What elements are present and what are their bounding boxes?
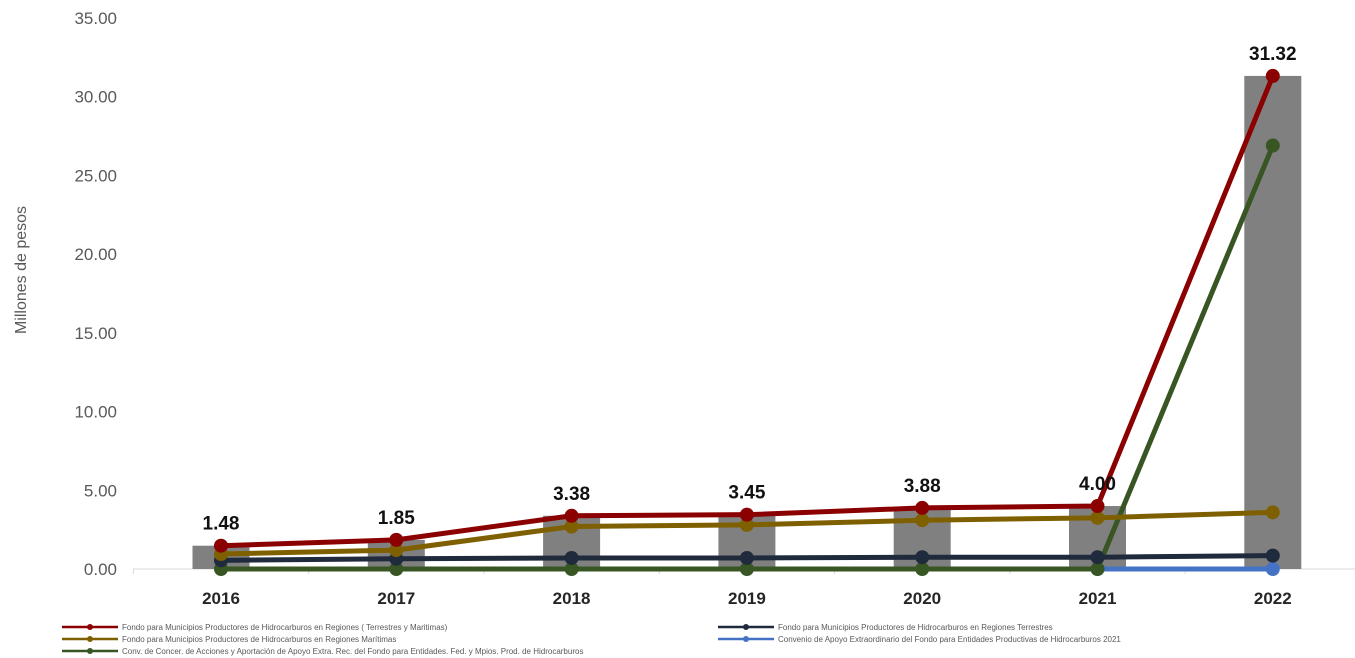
data-point [214, 538, 228, 553]
data-point [1090, 510, 1105, 525]
series-line [221, 144, 1276, 572]
x-tick-label: 2019 [728, 589, 766, 608]
data-label: 3.88 [904, 476, 941, 497]
data-point [389, 562, 404, 576]
data-point [1265, 505, 1280, 520]
y-tick-label: 25.00 [74, 166, 117, 185]
data-point [739, 517, 754, 532]
data-labels: 1.48 1.85 3.38 3.45 3.88 4.00 31.32 [203, 44, 1297, 535]
data-point [739, 562, 754, 576]
legend-label: Conv. de Concer. de Acciones y Aportació… [122, 647, 583, 656]
data-point [564, 550, 579, 565]
x-tick-label: 2016 [202, 589, 240, 608]
legend-marker [743, 624, 749, 630]
legend-label: Fondo para Municipios Productores de Hid… [122, 623, 448, 632]
data-point [915, 562, 930, 576]
data-point [389, 543, 404, 558]
data-point [389, 532, 404, 547]
legend-label: Convenio de Apoyo Extraordinario del Fon… [778, 635, 1121, 644]
y-tick-label: 35.00 [74, 9, 117, 28]
legend-label: Fondo para Municipios Productores de Hid… [778, 623, 1053, 632]
data-point [915, 500, 930, 515]
x-tick-label: 2021 [1079, 589, 1117, 608]
y-tick-label: 0.00 [84, 560, 117, 579]
x-tick-label: 2020 [903, 589, 941, 608]
x-tick-label: 2018 [553, 589, 591, 608]
y-tick-label: 10.00 [74, 403, 117, 422]
data-point [564, 519, 579, 534]
data-point [739, 550, 754, 565]
data-label: 1.85 [378, 508, 415, 529]
data-point [1265, 68, 1280, 83]
data-point [1265, 138, 1280, 153]
y-tick-label: 5.00 [84, 481, 117, 500]
series-markers [214, 68, 1280, 576]
legend: Fondo para Municipios Productores de Hid… [62, 623, 1121, 656]
data-label: 1.48 [203, 514, 240, 535]
x-tick-label: 2017 [377, 589, 415, 608]
data-point [1265, 548, 1280, 563]
x-tick-label: 2022 [1254, 589, 1292, 608]
legend-marker [87, 648, 93, 654]
y-tick-label: 15.00 [74, 324, 117, 343]
legend-label: Fondo para Municipios Productores de Hid… [122, 635, 396, 644]
data-label: 4.00 [1079, 474, 1116, 495]
legend-marker [743, 636, 749, 642]
data-point [1265, 562, 1280, 576]
legend-marker [87, 636, 93, 642]
y-axis-label: Millones de pesos [13, 206, 30, 334]
data-point [1090, 550, 1105, 565]
data-label: 3.38 [553, 484, 590, 505]
data-label: 31.32 [1249, 44, 1297, 65]
data-label: 3.45 [728, 483, 765, 504]
y-tick-label: 30.00 [74, 88, 117, 107]
data-point [739, 507, 754, 522]
data-point [915, 513, 930, 528]
x-axis-labels: 2016 2017 2018 2019 2020 2021 2022 [202, 589, 1292, 608]
legend-marker [87, 624, 93, 630]
y-axis-ticks: 0.00 5.00 10.00 15.00 20.00 25.00 30.00 35.00 [74, 9, 117, 579]
data-point [1090, 499, 1105, 514]
data-point [915, 550, 930, 565]
data-point [564, 562, 579, 576]
y-tick-label: 20.00 [74, 245, 117, 264]
bar [1244, 75, 1302, 569]
data-point [564, 508, 579, 523]
data-point [1090, 562, 1105, 576]
